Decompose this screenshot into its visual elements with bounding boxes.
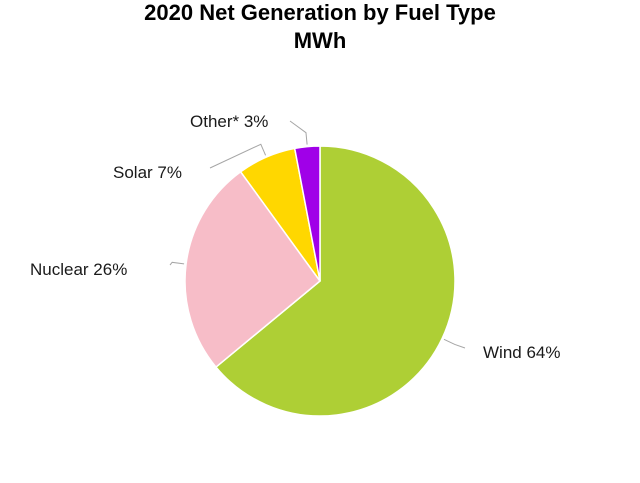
chart-subtitle: MWh (293, 28, 347, 53)
data-label-solar: Solar 7% (113, 163, 182, 182)
data-label-wind: Wind 64% (483, 343, 560, 362)
leader-line-wind (443, 338, 466, 349)
leader-line-nuclear (169, 261, 185, 266)
pie-slice-nuclear (184, 170, 322, 369)
chart-title: 2020 Net Generation by Fuel Type (144, 0, 496, 25)
pie-slice-other (293, 145, 321, 282)
data-label-other: Other* 3% (190, 112, 268, 131)
leader-line-other (289, 120, 308, 145)
pie-slice-wind (214, 145, 456, 417)
leader-line-solar (209, 143, 267, 169)
data-label-nuclear: Nuclear 26% (30, 260, 127, 279)
